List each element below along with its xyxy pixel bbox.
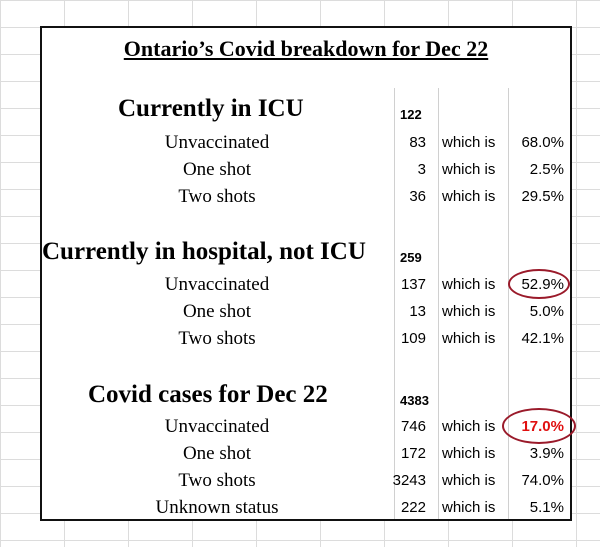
row-count: 3243 bbox=[392, 472, 426, 489]
row-label: Two shots bbox=[178, 328, 256, 349]
row-percent: 5.0% bbox=[529, 303, 564, 320]
section-total-hospital: 259 bbox=[400, 250, 422, 265]
row-percent: 29.5% bbox=[521, 188, 564, 205]
row-label: One shot bbox=[182, 159, 252, 180]
covid-breakdown-table: Ontario’s Covid breakdown for Dec 22 Cur… bbox=[40, 26, 576, 521]
row-count: 172 bbox=[400, 445, 426, 462]
which-is-label: which is bbox=[442, 161, 496, 178]
which-is-label: which is bbox=[442, 188, 496, 205]
row-label: Unknown status bbox=[155, 497, 279, 518]
row-count: 222 bbox=[400, 499, 426, 516]
which-is-label: which is bbox=[442, 276, 496, 293]
row-label: One shot bbox=[182, 443, 252, 464]
section-total-cases: 4383 bbox=[400, 393, 429, 408]
row-count: 36 bbox=[409, 188, 426, 205]
row-label: Unvaccinated bbox=[164, 132, 270, 153]
column-divider bbox=[508, 88, 509, 519]
page-title: Ontario’s Covid breakdown for Dec 22 bbox=[123, 36, 489, 61]
row-label: Two shots bbox=[178, 470, 256, 491]
row-count: 109 bbox=[400, 330, 426, 347]
row-percent: 42.1% bbox=[521, 330, 564, 347]
highlight-circle bbox=[502, 408, 576, 444]
row-count: 3 bbox=[417, 161, 426, 178]
which-is-label: which is bbox=[442, 472, 496, 489]
which-is-label: which is bbox=[442, 134, 496, 151]
which-is-label: which is bbox=[442, 418, 496, 435]
row-percent: 3.9% bbox=[529, 445, 564, 462]
row-percent: 74.0% bbox=[521, 472, 564, 489]
row-count: 13 bbox=[409, 303, 426, 320]
row-label: Two shots bbox=[178, 186, 256, 207]
highlight-circle bbox=[508, 269, 570, 299]
section-total-icu: 122 bbox=[400, 107, 422, 122]
row-count: 83 bbox=[409, 134, 426, 151]
column-divider bbox=[394, 88, 395, 519]
row-percent: 5.1% bbox=[529, 499, 564, 516]
row-percent: 2.5% bbox=[529, 161, 564, 178]
row-label: Unvaccinated bbox=[164, 416, 270, 437]
row-label: One shot bbox=[182, 301, 252, 322]
section-title-cases: Covid cases for Dec 22 bbox=[88, 381, 328, 408]
row-percent: 68.0% bbox=[521, 134, 564, 151]
which-is-label: which is bbox=[442, 303, 496, 320]
section-title-hospital: Currently in hospital, not ICU bbox=[42, 238, 366, 265]
which-is-label: which is bbox=[442, 445, 496, 462]
which-is-label: which is bbox=[442, 330, 496, 347]
row-label: Unvaccinated bbox=[164, 274, 270, 295]
row-count: 746 bbox=[400, 418, 426, 435]
row-count: 137 bbox=[400, 276, 426, 293]
section-title-icu: Currently in ICU bbox=[118, 95, 304, 122]
column-divider bbox=[438, 88, 439, 519]
which-is-label: which is bbox=[442, 499, 496, 516]
